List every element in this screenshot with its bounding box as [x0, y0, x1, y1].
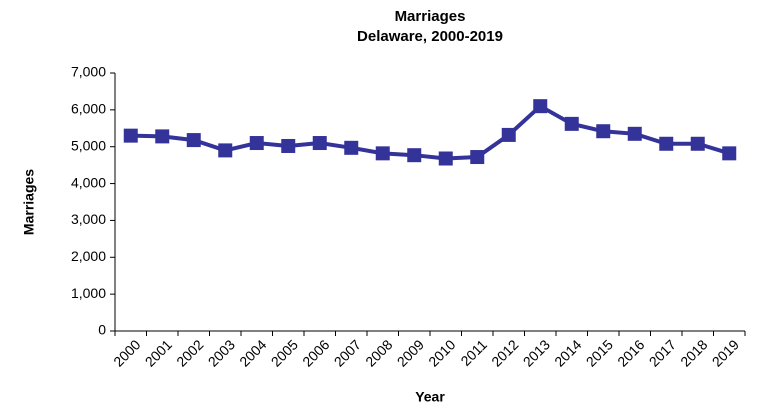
- x-tick-label: 2004: [236, 336, 269, 369]
- marker: [218, 143, 233, 158]
- x-tick-label: 2003: [205, 336, 238, 369]
- marker: [470, 150, 485, 165]
- x-tick-label: 2007: [331, 336, 364, 369]
- x-tick-label: 2008: [362, 336, 395, 369]
- marker: [564, 116, 579, 131]
- x-tick-label: 2012: [488, 336, 521, 369]
- marker: [659, 136, 674, 151]
- marker: [627, 126, 642, 141]
- x-tick-label: 2005: [268, 336, 301, 369]
- marker: [407, 148, 422, 163]
- x-tick-label: 2015: [583, 336, 616, 369]
- x-tick-label: 2000: [110, 336, 143, 369]
- chart-title: Marriages: [395, 8, 466, 25]
- x-tick-label: 2018: [677, 336, 710, 369]
- marker: [438, 151, 453, 166]
- y-axis-label: Marriages: [21, 169, 37, 235]
- y-tick-label: 3,000: [71, 211, 106, 227]
- x-tick-label: 2014: [551, 336, 584, 369]
- y-tick-label: 1,000: [71, 285, 106, 301]
- chart-subtitle: Delaware, 2000-2019: [357, 28, 503, 45]
- marker: [123, 128, 138, 143]
- marker: [344, 140, 359, 155]
- marker: [596, 124, 611, 139]
- marker: [722, 146, 737, 161]
- x-tick-label: 2002: [173, 336, 206, 369]
- marker: [186, 133, 201, 148]
- y-tick-label: 6,000: [71, 101, 106, 117]
- x-tick-label: 2006: [299, 336, 332, 369]
- y-tick-label: 2,000: [71, 248, 106, 264]
- x-tick-label: 2009: [394, 336, 427, 369]
- marker: [155, 129, 170, 144]
- y-tick-label: 5,000: [71, 137, 106, 153]
- marker: [690, 136, 705, 151]
- x-tick-label: 2001: [142, 336, 175, 369]
- marker: [281, 138, 296, 153]
- marker: [312, 136, 327, 151]
- marker: [249, 136, 264, 151]
- y-tick-label: 7,000: [71, 64, 106, 80]
- marker: [501, 127, 516, 142]
- y-tick-label: 0: [98, 322, 106, 338]
- marker: [375, 146, 390, 161]
- x-tick-label: 2013: [520, 336, 553, 369]
- x-tick-label: 2011: [457, 336, 490, 369]
- x-tick-label: 2017: [646, 336, 679, 369]
- x-tick-label: 2010: [425, 336, 458, 369]
- x-tick-label: 2016: [614, 336, 647, 369]
- x-tick-label: 2019: [709, 336, 742, 369]
- marker: [533, 99, 548, 114]
- y-tick-label: 4,000: [71, 174, 106, 190]
- x-axis-label: Year: [415, 389, 445, 405]
